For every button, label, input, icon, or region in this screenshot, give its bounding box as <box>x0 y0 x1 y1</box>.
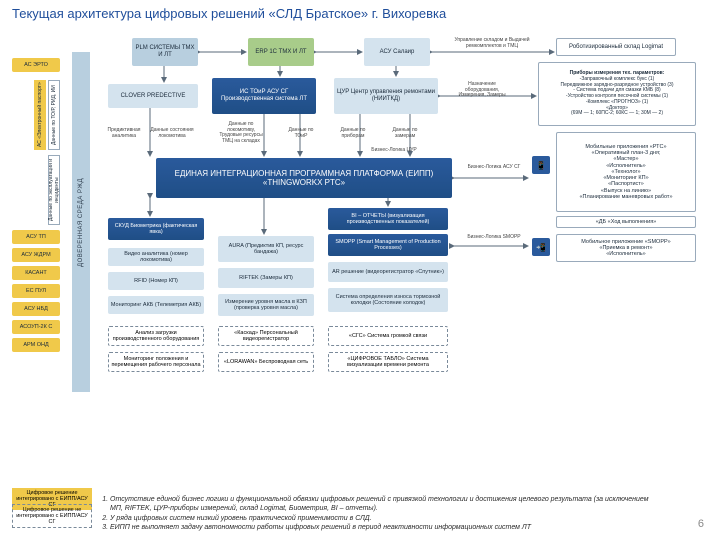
dashed-box: «LORAWAN» Беспроводная сеть <box>218 352 314 372</box>
dashed-box: Мониторинг положения и перемещения рабоч… <box>108 352 204 372</box>
left-vertical-tag: Данные по эксплуатации и инциденты <box>48 155 60 225</box>
instruments-panel: Приборы измерения тех. параметров:-Запра… <box>538 62 696 126</box>
column-box: Измерение уровня масла в КЗП (проверка у… <box>218 294 314 316</box>
column-box: Видео аналитика (номер локомотива) <box>108 248 204 266</box>
top-row-box: Роботизированный склад Logimat <box>556 38 676 56</box>
footnotes: Отсутствие единой бизнес логики и функци… <box>110 496 650 534</box>
top-row-box: ERP 1С ТМХ И ЛТ <box>248 38 314 66</box>
flow-label: Бизнес-Логика ЦУР <box>364 148 424 154</box>
column-box: Система определения износа тормозной кол… <box>328 288 448 312</box>
left-vertical-tag: Данные по ТО/Р, РИД, ИИ <box>48 80 60 150</box>
right-panel-box: «ДБ «Ход выполнения» <box>556 216 696 228</box>
dashed-box: «Каскад» Персональный видеорегистратор <box>218 326 314 346</box>
flow-label: Данные по замерам <box>388 128 422 139</box>
top-row-box: PLM СИСТЕМЫ ТМХ И ЛТ <box>132 38 198 66</box>
legend-not-integrated: Цифровое решение не интегрировано с ЕИПП… <box>12 504 92 528</box>
column-box: RFID (Номер КП) <box>108 272 204 290</box>
flow-label: Данные по ТОиР <box>286 128 316 139</box>
right-panel-box: Мобильные приложения «РТС» «Оперативный … <box>556 132 696 212</box>
left-system-tag: ЕС ПУЛ <box>12 284 60 298</box>
flow-label: Данные состояния локомотива <box>150 128 194 139</box>
right-panel-box: Мобильное приложение «SMOPP» «Приемка в … <box>556 234 696 262</box>
dashed-box: «ЦИФРОВОЕ ТАБЛО» Система визуализации вр… <box>328 352 448 372</box>
left-system-tag: АСУ ТП <box>12 230 60 244</box>
footnote-item: У ряда цифровых систем низкий уровень пр… <box>110 515 650 524</box>
column-box: RIFTEK (Замеры КП) <box>218 268 314 288</box>
page-number: 6 <box>698 518 704 530</box>
column-box: AURA (Предиктив КП, ресурс бандажа) <box>218 236 314 262</box>
footnote-item: ЕИПП не выполняет задачу автономности ра… <box>110 524 650 533</box>
footnote-item: Отсутствие единой бизнес логики и функци… <box>110 496 650 514</box>
left-system-tag: АС ЭРТО <box>12 58 60 72</box>
left-vertical-tag: АС «Электронный паспорт» <box>34 80 46 150</box>
top-row-box: АСУ Салаир <box>364 38 430 66</box>
dashed-box: Анализ загрузки производственного оборуд… <box>108 326 204 346</box>
second-row-box: ЦУР Центр управления ремонтами (НИИТКД) <box>334 78 438 114</box>
flow-label: Данные по приборам <box>336 128 370 139</box>
mobile-icon: 📲 <box>532 238 550 256</box>
page-title: Текущая архитектура цифровых решений «СЛ… <box>0 0 720 25</box>
second-row-box: CLOVER PREDECTIVE <box>108 84 198 108</box>
left-system-tag: АСУ НБД <box>12 302 60 316</box>
dashed-box: «СГС» Система громкой связи <box>328 326 448 346</box>
flow-label: Назначение оборудования, Измерения, Заме… <box>452 82 512 99</box>
flow-label: Предиктивная аналитика <box>104 128 144 139</box>
column-box: СКУД Биометрика (фактическая явка) <box>108 218 204 240</box>
trusted-env-sidebar: ДОВЕРЕННАЯ СРЕДА РЖД <box>72 52 90 392</box>
flow-label: Управление складом и Выдачей ремкомплект… <box>452 38 532 49</box>
eipp-platform-band: ЕДИНАЯ ИНТЕГРАЦИОННАЯ ПРОГРАММНАЯ ПЛАТФО… <box>156 158 452 198</box>
flow-label: Данные по локомотиву, Трудовые ресурсы Т… <box>216 122 266 144</box>
column-box: SMOPP (Smart Management of Production Pr… <box>328 234 448 256</box>
column-box: Мониторинг АКБ (Телеметрия АКБ) <box>108 296 204 314</box>
column-box: BI – ОТЧЕТЫ (визуализация производственн… <box>328 208 448 230</box>
left-system-tag: КАСАНТ <box>12 266 60 280</box>
mobile-icon: 📱 <box>532 156 550 174</box>
second-row-box: ИС ТОиР АСУ СГ Производственная система … <box>212 78 316 114</box>
column-box: АR решение (видеорегистратор «Спутник») <box>328 262 448 282</box>
left-system-tag: АРМ ОНД <box>12 338 60 352</box>
left-system-tag: АСОУП-2К С <box>12 320 60 334</box>
flow-label: Бизнес-Логика АСУ СГ <box>464 165 524 171</box>
left-system-tag: АСУ ЖДРМ <box>12 248 60 262</box>
flow-label: Бизнес-Логика SMOPP <box>464 235 524 241</box>
